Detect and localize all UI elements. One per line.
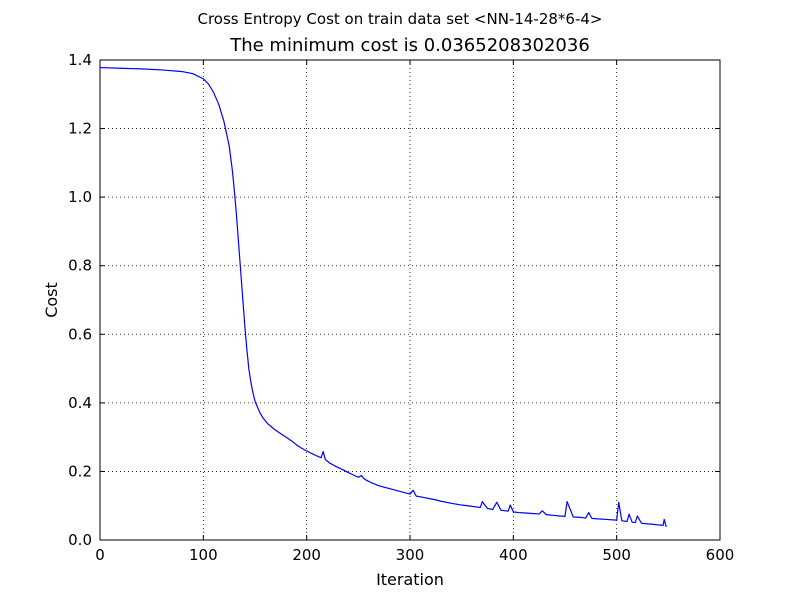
chart-suptitle: Cross Entropy Cost on train data set <NN… [197, 10, 603, 28]
y-tick-label: 0.4 [68, 394, 92, 412]
grid [100, 60, 720, 540]
y-tick-label: 1.2 [68, 120, 92, 138]
y-tick-label: 1.0 [68, 188, 92, 206]
x-tick-label: 200 [292, 546, 321, 564]
x-tick-label: 500 [602, 546, 631, 564]
ticks: 0 100 200 300 400 500 600 0.0 0.2 0.4 0.6 0.8 1.0 1.2… [68, 51, 734, 564]
y-tick-label: 0.8 [68, 257, 92, 275]
x-tick-label: 400 [499, 546, 528, 564]
y-tick-label: 1.4 [68, 51, 92, 69]
y-tick-label: 0.6 [68, 325, 92, 343]
chart-title: The minimum cost is 0.0365208302036 [230, 35, 590, 56]
x-tick-label: 600 [706, 546, 735, 564]
y-axis-label: Cost [42, 282, 61, 318]
x-tick-label: 100 [189, 546, 218, 564]
x-tick-label: 300 [396, 546, 425, 564]
y-tick-label: 0.2 [68, 462, 92, 480]
x-axis-label: Iteration [376, 570, 444, 589]
series-layer [99, 66, 667, 528]
cost-series-line [99, 66, 667, 528]
y-tick-label: 0.0 [68, 531, 92, 549]
x-tick-label: 0 [95, 546, 105, 564]
